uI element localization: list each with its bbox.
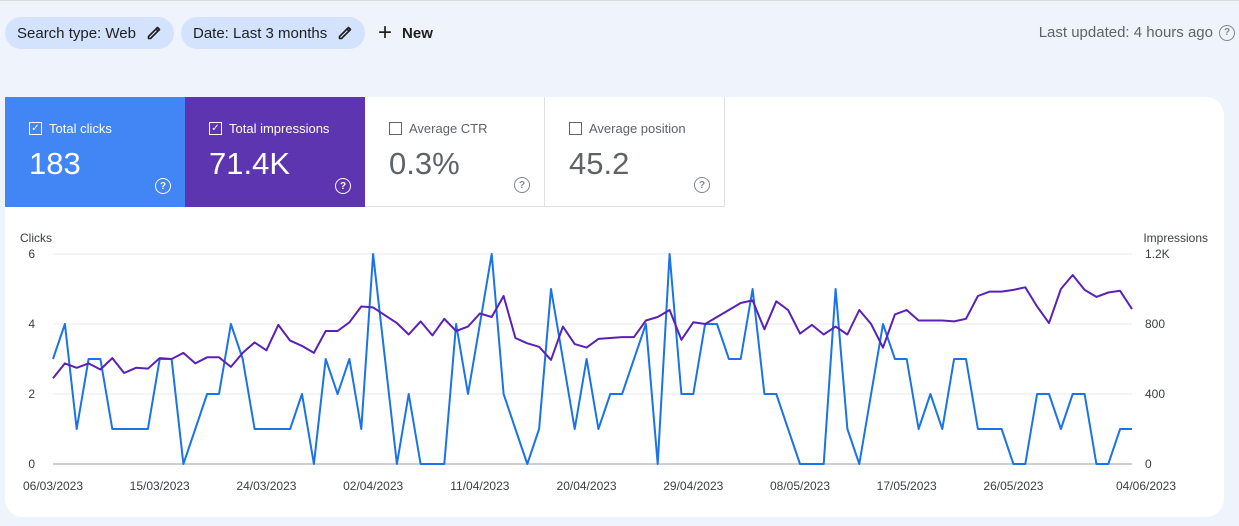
x-tick-label: 15/03/2023 [130,479,190,493]
checkbox-unchecked-icon[interactable] [389,122,402,135]
checkbox-checked-icon[interactable]: ✓ [209,122,222,135]
impressions-series-line[interactable] [52,274,1133,379]
total-clicks-value: 183 [29,146,81,181]
search-type-filter-chip[interactable]: Search type: Web [5,17,174,49]
x-tick-label: 06/03/2023 [23,479,83,493]
x-tick-label: 20/04/2023 [557,479,617,493]
total-impressions-tile[interactable]: ✓ Total impressions 71.4K ? [185,97,365,207]
left-tick-label: 4 [28,317,35,331]
edit-pencil-icon [338,26,352,40]
date-filter-chip[interactable]: Date: Last 3 months [181,17,366,49]
chart-gridlines [53,253,1132,465]
search-type-filter-label: Search type: Web [17,24,136,42]
right-tick-label: 800 [1145,317,1165,331]
average-position-value: 45.2 [569,146,630,181]
x-tick-label: 17/05/2023 [877,479,937,493]
help-icon[interactable]: ? [335,178,351,194]
date-filter-label: Date: Last 3 months [193,24,328,42]
checkbox-unchecked-icon[interactable] [569,122,582,135]
top-divider [0,0,1239,1]
x-tick-label: 11/04/2023 [450,479,509,493]
x-tick-label: 26/05/2023 [983,479,1043,493]
x-tick-label: 04/06/2023 [1116,479,1176,493]
x-tick-label: 24/03/2023 [236,479,296,493]
average-position-tile[interactable]: Average position 45.2 ? [545,97,725,207]
plus-icon: + [378,19,393,46]
x-tick-label: 02/04/2023 [343,479,403,493]
edit-pencil-icon [147,26,161,40]
x-tick-label: 08/05/2023 [770,479,830,493]
x-tick-label: 29/04/2023 [663,479,723,493]
clicks-series-line[interactable] [52,253,1132,465]
left-tick-label: 0 [28,457,35,471]
total-clicks-tile[interactable]: ✓ Total clicks 183 ? [5,97,185,207]
total-impressions-label: Total impressions [229,121,330,136]
help-icon[interactable]: ? [514,177,530,193]
help-icon[interactable]: ? [155,178,171,194]
right-axis-title: Impressions [1143,231,1208,245]
average-ctr-label: Average CTR [409,121,488,136]
right-tick-label: 0 [1145,457,1152,471]
last-updated: Last updated: 4 hours ago ? [1039,24,1235,41]
help-icon[interactable]: ? [1219,24,1235,41]
checkbox-checked-icon[interactable]: ✓ [29,122,42,135]
performance-chart-svg: Clicks Impressions 6 1.2K 4 800 2 400 0 0 06/03/… [20,231,1208,493]
chart-series [52,253,1133,465]
total-clicks-label: Total clicks [49,121,112,136]
average-position-label: Average position [589,121,686,136]
left-tick-label: 2 [28,387,35,401]
average-ctr-tile[interactable]: Average CTR 0.3% ? [365,97,545,207]
help-icon[interactable]: ? [694,177,710,193]
total-impressions-value: 71.4K [209,146,291,181]
right-tick-label: 400 [1145,387,1165,401]
left-axis-title: Clicks [20,231,52,245]
left-tick-label: 6 [28,247,35,261]
average-ctr-value: 0.3% [389,146,460,181]
last-updated-text: Last updated: 4 hours ago [1038,24,1213,41]
performance-card: ✓ Total clicks 183 ? ✓ Total impressions… [5,97,1224,517]
chart-tick-labels: 6 1.2K 4 800 2 400 0 0 06/03/2023 15/03/2023 24/03… [23,247,1176,493]
performance-chart: Clicks Impressions 6 1.2K 4 800 2 400 0 0 06/03/… [5,222,1224,517]
new-filter-label: New [402,24,433,42]
new-filter-button[interactable]: + New [378,17,433,49]
right-tick-label: 1.2K [1145,247,1170,261]
